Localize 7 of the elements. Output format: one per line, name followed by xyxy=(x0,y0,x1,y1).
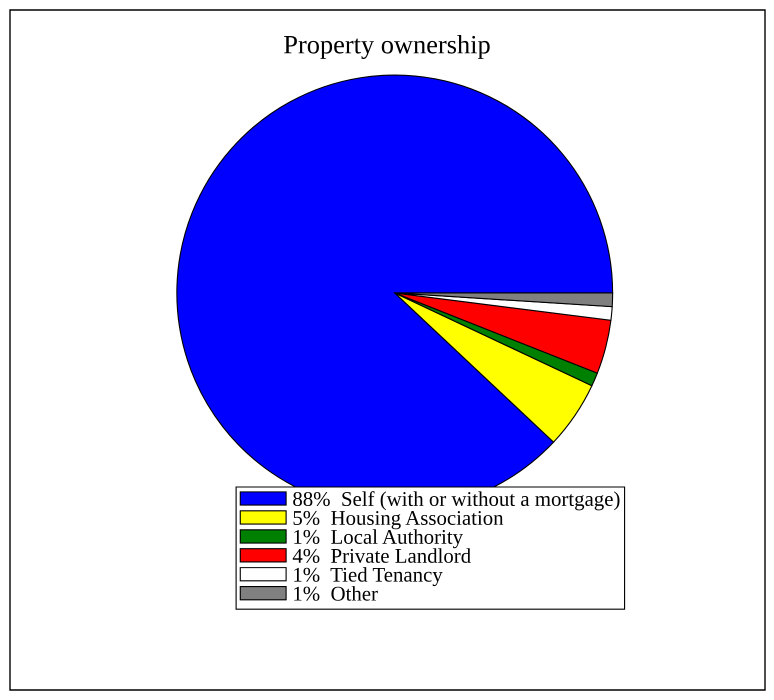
legend-label: 1% Other xyxy=(294,586,378,601)
legend-label: 5% Housing Association xyxy=(294,510,504,530)
legend-label: 1% Local Authority xyxy=(294,529,463,548)
legend-label: 1% Tied Tenancy xyxy=(294,567,443,586)
chart-title: Property ownership xyxy=(284,34,490,60)
legend-label: 4% Private Landlord xyxy=(292,548,471,563)
legend-label: 88% Self (with or without a mortgage) xyxy=(293,491,620,510)
